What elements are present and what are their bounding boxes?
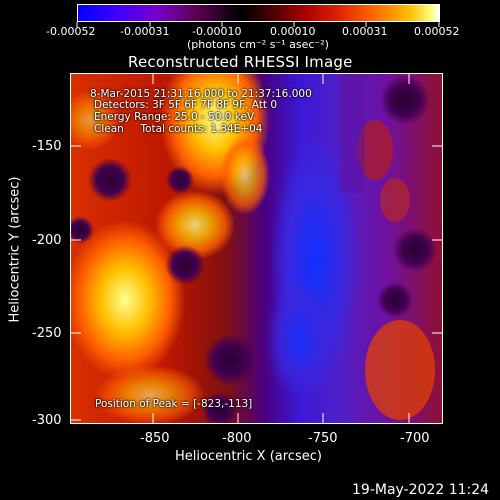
info-detectors: Detectors: 3F 5F 6F 7F 8F 9F, Att 0 (94, 99, 278, 111)
x-tick-label: -800 (222, 431, 252, 446)
plot-title: Reconstructed RHESSI Image (128, 53, 353, 71)
y-tick-label: -150 (32, 139, 62, 154)
x-tick-label: -850 (140, 431, 170, 446)
info-peak: Position of Peak = [-823,-113] (95, 398, 253, 410)
y-tick-label: -300 (32, 413, 62, 428)
y-axis-label: Heliocentric Y (arcsec) (7, 176, 23, 323)
info-clean: Clean Total counts: 1.34E+04 (94, 123, 263, 135)
colorbar-tick: 0.00052 (414, 25, 460, 38)
info-time-range: 8-Mar-2015 21:31:16.000 to 21:37:16.000 (90, 88, 312, 100)
colorbar-tick: 0.00031 (342, 25, 388, 38)
info-energy: Energy Range: 25.0 - 50.0 keV (94, 111, 255, 123)
colorbar-tick: -0.00031 (120, 25, 170, 38)
y-tick-label: -200 (32, 233, 62, 248)
colorbar (77, 4, 440, 22)
x-tick-label: -700 (400, 431, 430, 446)
x-axis-label: Heliocentric X (arcsec) (175, 449, 322, 464)
x-tick-label: -750 (308, 431, 338, 446)
colorbar-tick: 0.00010 (270, 25, 316, 38)
colorbar-tick: -0.00052 (46, 25, 96, 38)
footer-timestamp: 19-May-2022 11:24 (352, 482, 490, 498)
colorbar-units: (photons cm⁻² s⁻¹ asec⁻²) (187, 38, 329, 51)
colorbar-tick: -0.00010 (192, 25, 242, 38)
y-tick-label: -250 (32, 326, 62, 341)
